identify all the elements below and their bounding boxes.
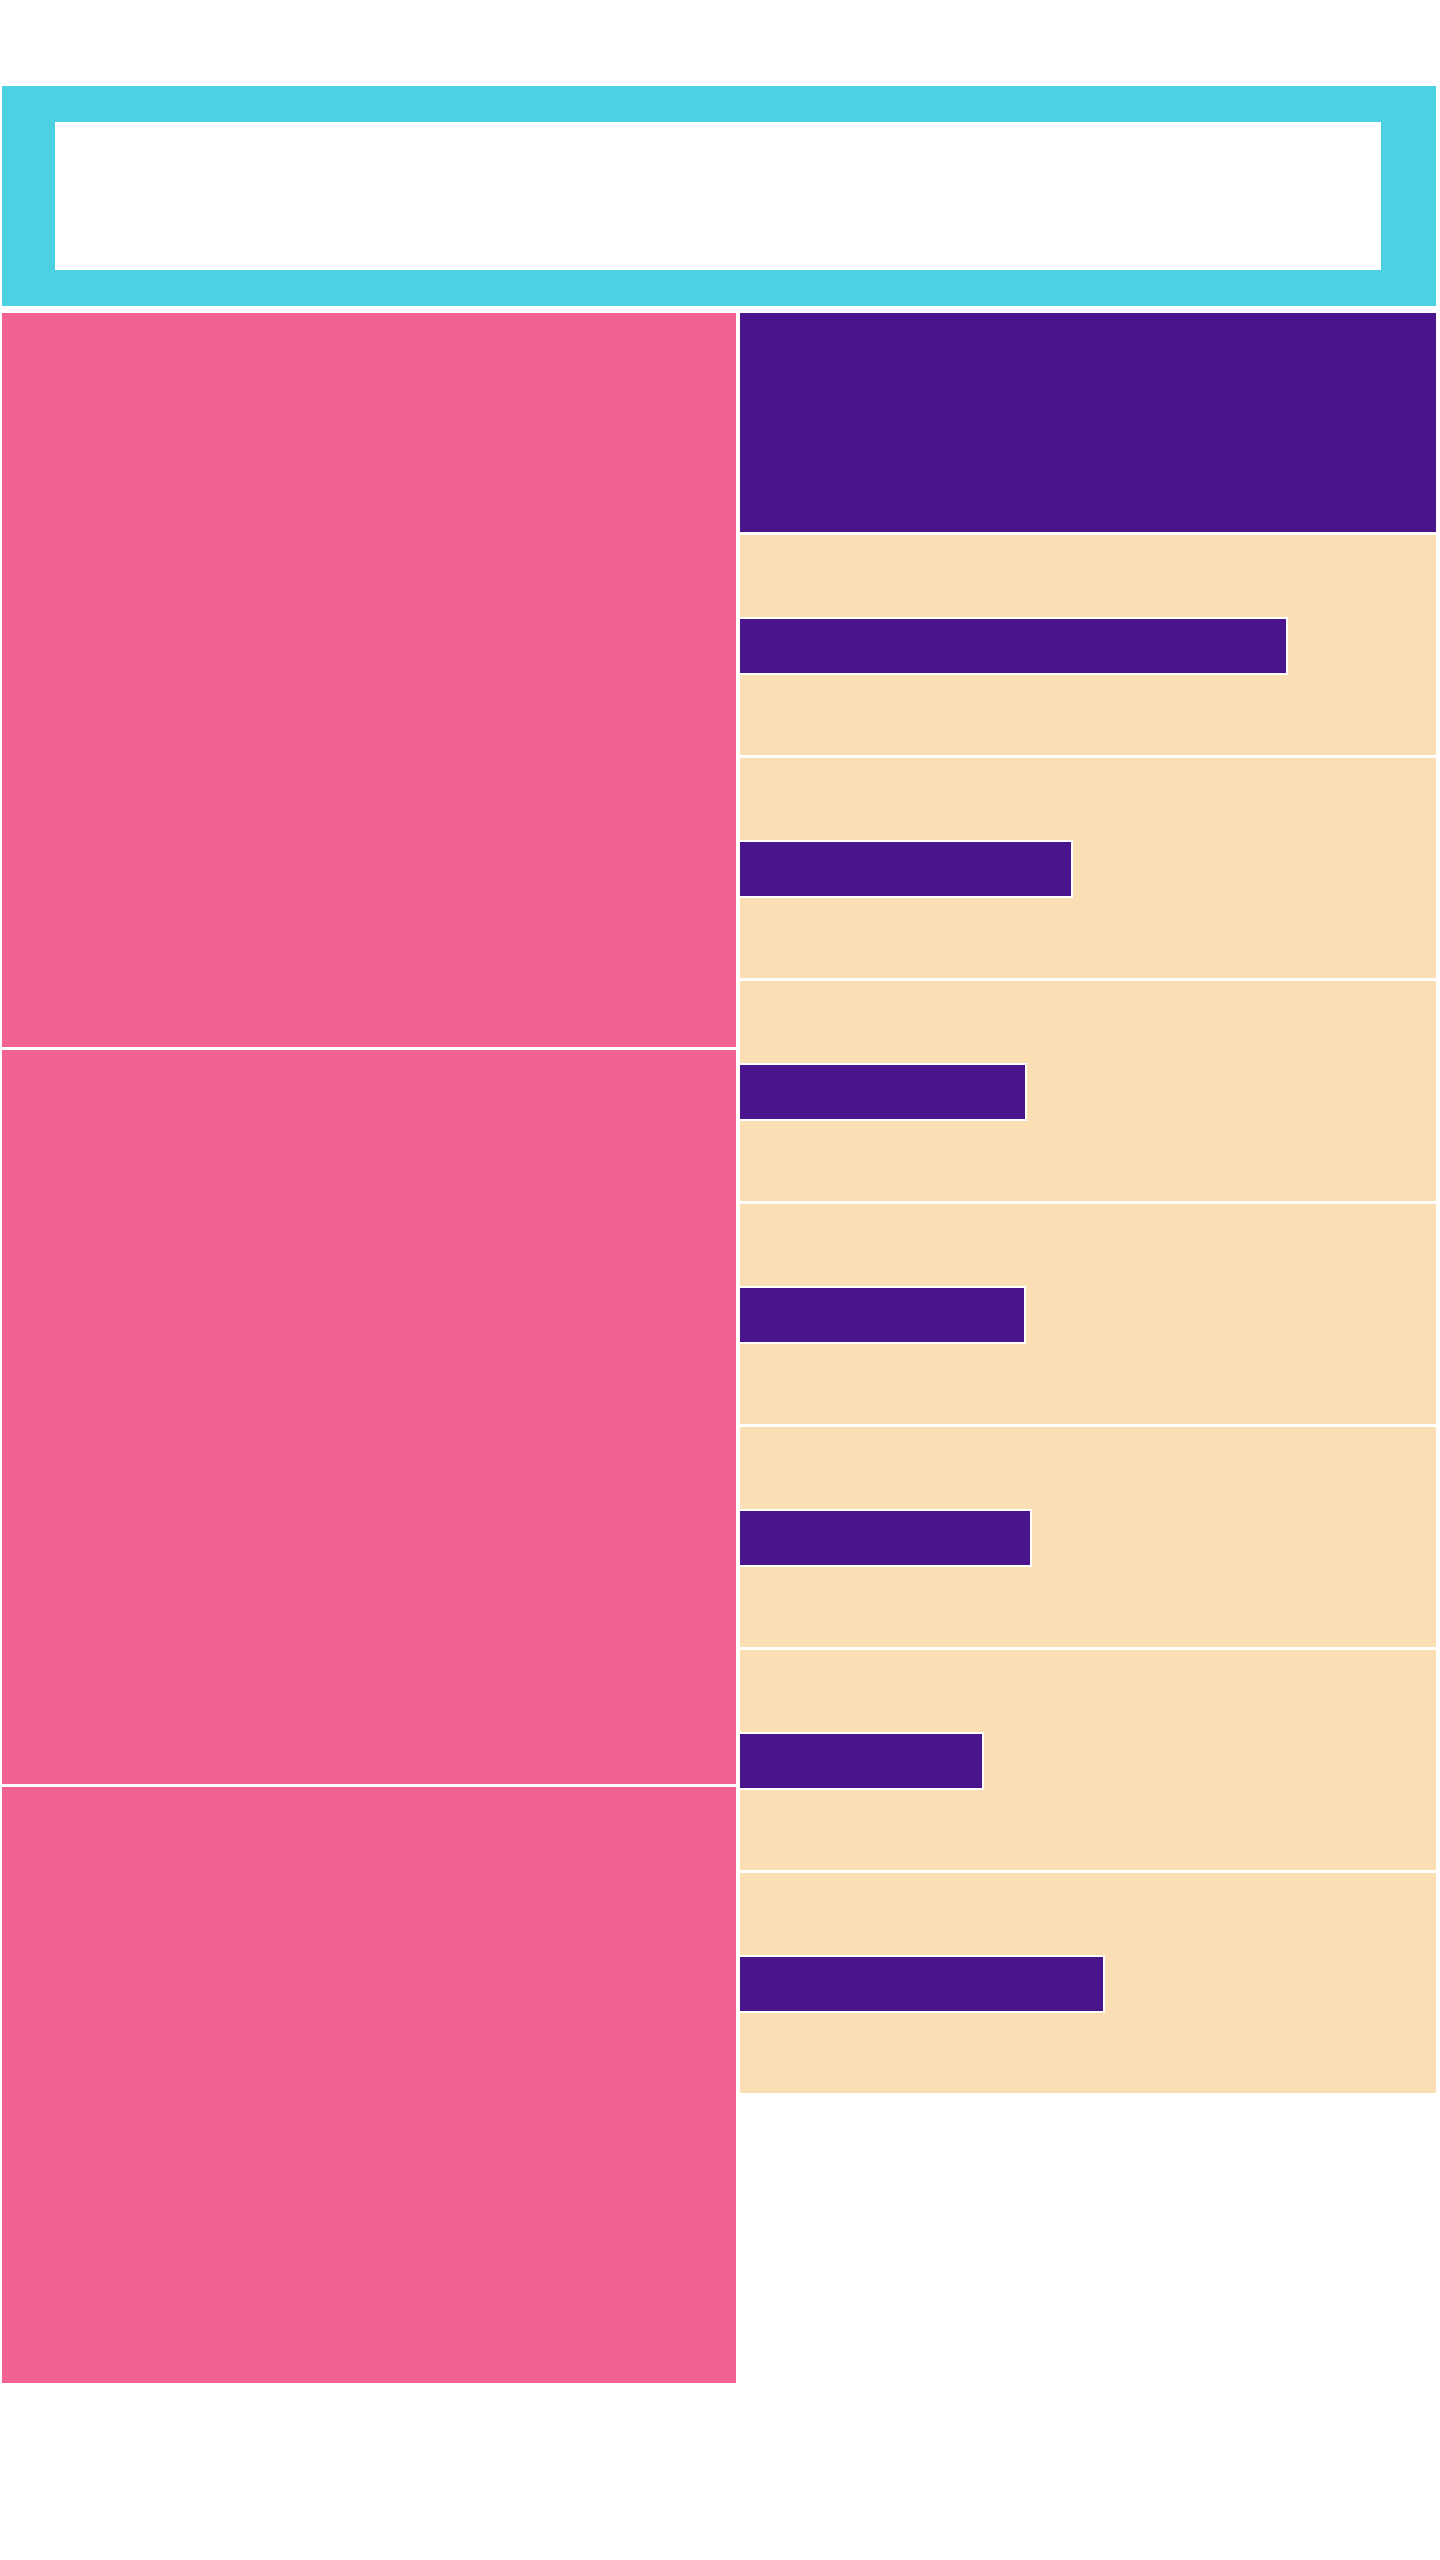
tile-card[interactable]	[2, 1787, 736, 2383]
level-bar	[738, 617, 1288, 675]
tile-card[interactable]	[2, 313, 736, 1047]
search-input[interactable]	[55, 122, 1381, 270]
level-bar	[738, 840, 1073, 898]
level-bar	[738, 1286, 1026, 1344]
level-bar	[738, 1732, 984, 1790]
level-bar	[738, 1955, 1105, 2013]
tile-card[interactable]	[2, 1050, 736, 1784]
panel-header	[740, 313, 1436, 532]
level-bar	[738, 1509, 1032, 1567]
level-bar	[738, 1063, 1027, 1121]
